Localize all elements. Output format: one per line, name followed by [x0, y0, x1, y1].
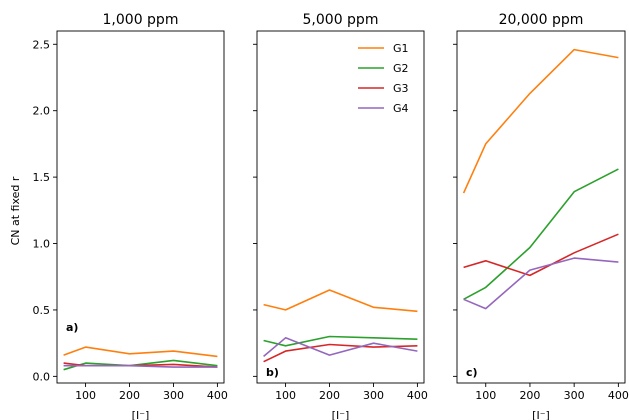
x-axis-label: [I⁻] — [532, 409, 550, 420]
panel-3: 20,000 ppm 100 200 300 400 [I⁻] c) — [453, 12, 629, 420]
plot-frame — [456, 30, 626, 384]
panels: 1,000 ppm 0.0 0.5 1.0 1.5 2.0 2.5 100 200 300 400 [… — [33, 12, 629, 420]
panel-label: b) — [266, 366, 279, 379]
y-tick-label: 1.0 — [33, 238, 51, 251]
series-line-g4 — [463, 257, 619, 310]
y-axis-title: CN at fixed r — [9, 176, 22, 245]
x-axis-label: [I⁻] — [332, 409, 350, 420]
panel-2: 5,000 ppm 100 200 300 400 [I⁻] b) G1 G2 G3 G4 — [253, 12, 428, 420]
panel-label: c) — [466, 366, 478, 379]
legend-label: G3 — [393, 82, 409, 95]
x-tick-label: 300 — [363, 389, 384, 402]
y-tick-label: 0.5 — [33, 304, 51, 317]
series-line-g2 — [463, 168, 619, 301]
series-line-g3 — [263, 343, 418, 363]
series-line-g1 — [263, 289, 418, 313]
series-line-g1 — [63, 346, 218, 358]
x-tick-label: 400 — [207, 389, 228, 402]
panel-title: 1,000 ppm — [103, 12, 179, 28]
x-tick-label: 400 — [608, 389, 629, 402]
series-line-g3 — [463, 233, 619, 277]
y-tick-label: 1.5 — [33, 171, 51, 184]
x-tick-label: 200 — [119, 389, 140, 402]
plot-frame — [56, 30, 225, 384]
legend-label: G4 — [393, 102, 409, 115]
legend-label: G2 — [393, 62, 409, 75]
panel-title: 20,000 ppm — [499, 12, 584, 28]
x-tick-label: 300 — [163, 389, 184, 402]
series-line-g4 — [263, 336, 418, 358]
y-tick-label: 0.0 — [33, 370, 51, 383]
series-line-g1 — [462, 48, 619, 194]
x-tick-label: 200 — [519, 389, 540, 402]
legend-label: G1 — [393, 42, 409, 55]
plot-frame — [256, 30, 425, 384]
y-tick-label: 2.0 — [33, 105, 51, 118]
panel-title: 5,000 ppm — [303, 12, 379, 28]
x-tick-label: 400 — [407, 389, 428, 402]
x-tick-label: 300 — [564, 389, 585, 402]
panel-label: a) — [66, 321, 78, 334]
legend: G1 G2 G3 G4 — [358, 42, 409, 115]
x-tick-label: 100 — [275, 389, 296, 402]
x-tick-label: 200 — [319, 389, 340, 402]
y-tick-label: 2.5 — [33, 38, 51, 51]
x-tick-label: 100 — [75, 389, 96, 402]
y-axis-label: CN at fixed r — [9, 176, 22, 245]
panel-1: 1,000 ppm 0.0 0.5 1.0 1.5 2.0 2.5 100 200 300 400 [… — [33, 12, 228, 420]
x-tick-label: 100 — [475, 389, 496, 402]
series-line-g4 — [63, 364, 218, 368]
x-axis-label: [I⁻] — [132, 409, 150, 420]
